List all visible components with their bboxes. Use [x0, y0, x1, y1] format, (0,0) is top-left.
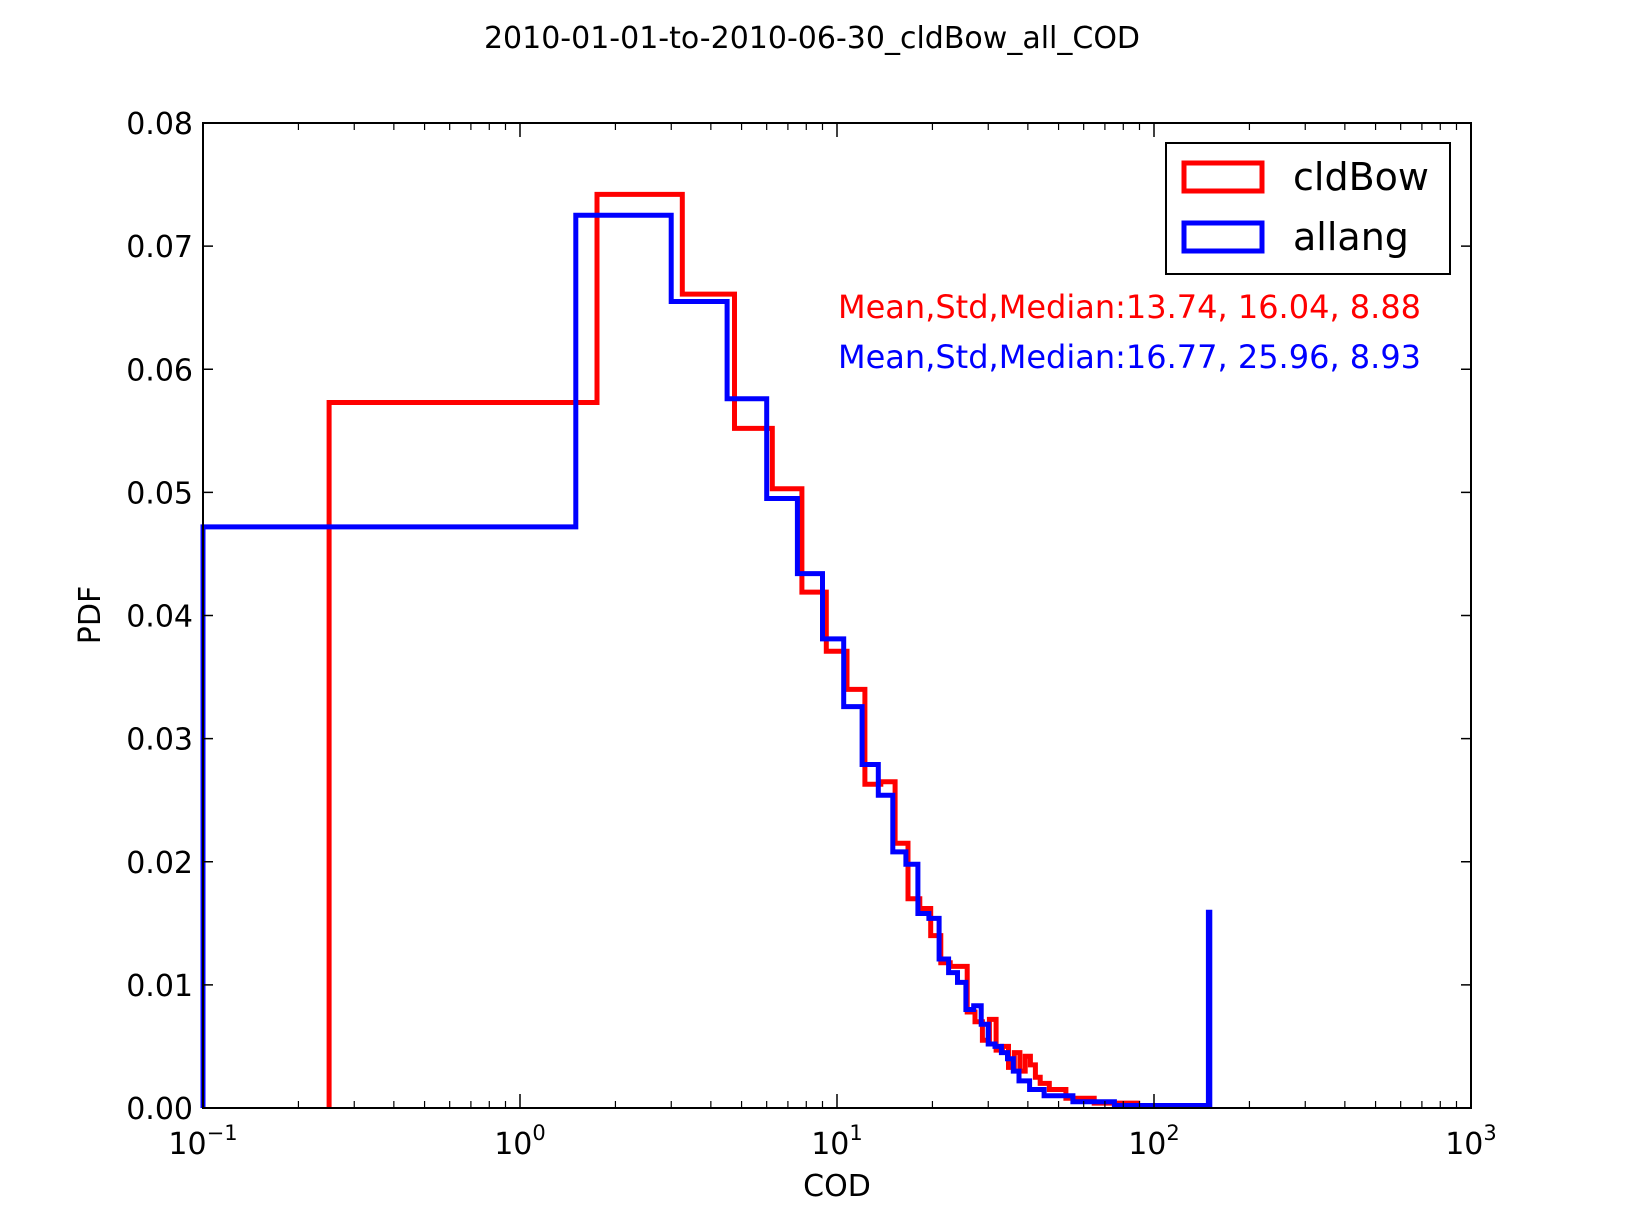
- y-tick-label: 0.05: [126, 476, 193, 511]
- x-tick-labels: 10−1 100 101 102 103: [168, 1121, 1496, 1162]
- y-tick-label: 0.08: [126, 107, 193, 142]
- stats-annotation-allang: Mean,Std,Median:16.77, 25.96, 8.93: [838, 338, 1421, 376]
- y-tick-label: 0.04: [126, 600, 193, 635]
- series-layer: [200, 191, 1213, 1108]
- x-axis-label: COD: [803, 1169, 871, 1204]
- y-tick-label: 0.01: [126, 969, 193, 1004]
- y-tick-label: 0.00: [126, 1092, 193, 1127]
- plot-area: [203, 123, 1471, 1108]
- legend-swatch-cldbow: [1181, 160, 1265, 194]
- series-line-allang: [200, 212, 1213, 1108]
- y-tick-label: 0.03: [126, 723, 193, 758]
- y-tick-labels: 0.00 0.01 0.02 0.03 0.04 0.05 0.06 0.07 0.08: [126, 107, 193, 1127]
- x-tick-label: 103: [1445, 1121, 1497, 1162]
- x-tick-label: 101: [811, 1121, 863, 1162]
- tick-layer: [202, 122, 1472, 1109]
- x-tick-label: 10−1: [168, 1121, 237, 1162]
- y-tick-label: 0.07: [126, 230, 193, 265]
- y-axis-label: PDF: [73, 586, 108, 644]
- legend-swatch-allang: [1181, 220, 1265, 254]
- x-tick-label: 102: [1128, 1121, 1180, 1162]
- y-tick-label: 0.02: [126, 846, 193, 881]
- stats-annotation-cldbow: Mean,Std,Median:13.74, 16.04, 8.88: [838, 288, 1421, 326]
- legend: cldBow allang: [1165, 142, 1451, 275]
- chart-title: 2010-01-01-to-2010-06-30_cldBow_all_COD: [484, 21, 1140, 56]
- y-tick-label: 0.06: [126, 353, 193, 388]
- x-tick-label: 100: [494, 1121, 546, 1162]
- legend-label-cldbow: cldBow: [1293, 155, 1429, 199]
- legend-label-allang: allang: [1293, 215, 1409, 259]
- plot-frame: [202, 122, 1472, 1109]
